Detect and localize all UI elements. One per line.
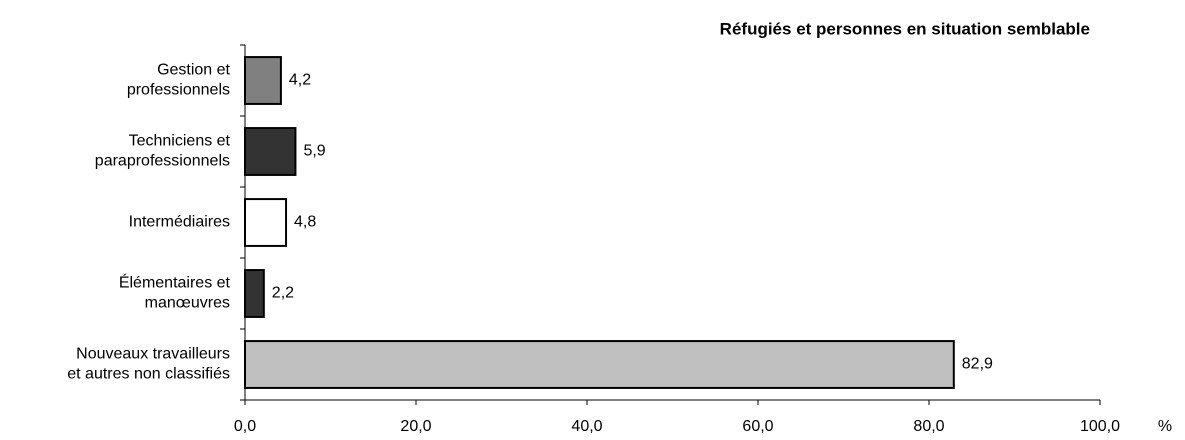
y-tick-label: Techniciens et paraprofessionnels	[95, 133, 231, 170]
y-tick-label: Nouveaux travailleurs et autres non class…	[67, 346, 230, 383]
x-axis-label: %	[1158, 418, 1172, 435]
bar	[244, 340, 955, 389]
x-tick-label: 20,0	[400, 418, 431, 435]
y-tick-label: Gestion et professionnels	[127, 62, 231, 99]
bar	[244, 198, 288, 247]
value-label: 82,9	[962, 356, 993, 373]
x-tick-label: 100,0	[1080, 418, 1120, 435]
value-label: 4,2	[289, 72, 311, 89]
bar	[244, 56, 282, 105]
bar	[244, 127, 297, 176]
y-tick-label: Élémentaires et manœuvres	[119, 273, 231, 312]
x-tick-label: 60,0	[742, 418, 773, 435]
x-tick-label: 0,0	[234, 418, 256, 435]
x-tick-label: 80,0	[913, 418, 944, 435]
chart-title: Réfugiés et personnes en situation sembl…	[720, 19, 1090, 38]
bar	[244, 269, 265, 318]
value-label: 2,2	[272, 285, 294, 302]
x-tick-label: 40,0	[571, 418, 602, 435]
value-label: 4,8	[294, 214, 316, 231]
value-label: 5,9	[303, 143, 325, 160]
y-tick-label: Intermédiaires	[129, 214, 230, 231]
